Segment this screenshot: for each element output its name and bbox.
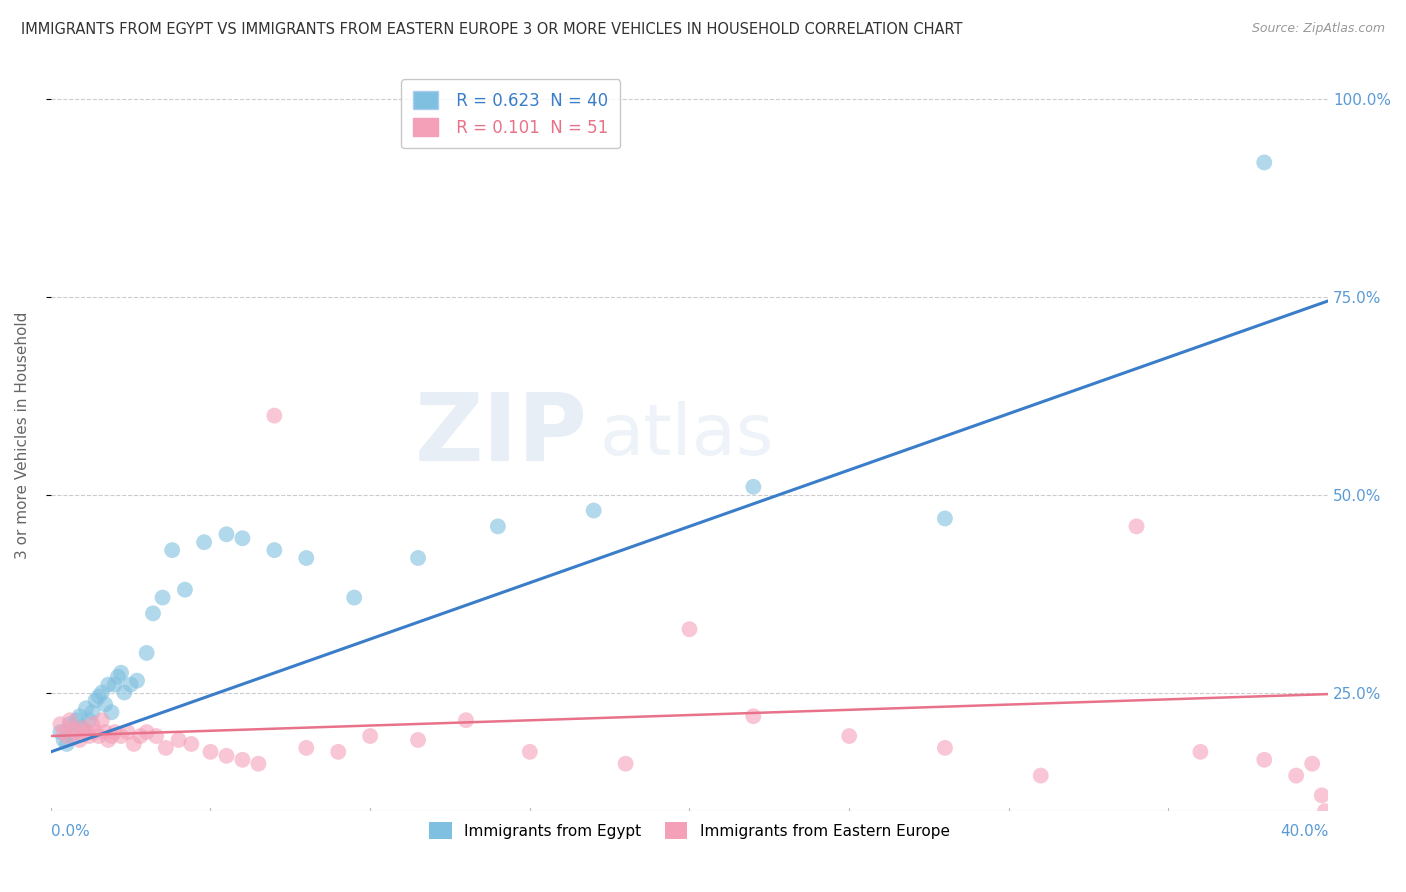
Point [77, 729, 100, 743]
Point [231, 753, 253, 767]
Point [107, 670, 129, 684]
Point [614, 756, 637, 771]
Point [328, 745, 350, 759]
Point [84, 693, 107, 707]
Point [90, 685, 112, 699]
Point [1029, 768, 1052, 782]
Point [94, 698, 117, 712]
Point [49, 717, 72, 731]
Point [174, 582, 197, 597]
Point [145, 729, 167, 743]
Point [215, 527, 238, 541]
Point [742, 709, 765, 723]
Point [142, 607, 165, 621]
Text: atlas: atlas [600, 401, 775, 470]
Point [117, 725, 139, 739]
Point [104, 725, 127, 739]
Point [104, 677, 127, 691]
Point [247, 756, 270, 771]
Point [200, 745, 222, 759]
Point [97, 733, 120, 747]
Point [155, 740, 177, 755]
Point [52, 725, 75, 739]
Point [72, 721, 94, 735]
Point [69, 709, 91, 723]
Point [406, 733, 429, 747]
Point [180, 737, 202, 751]
Point [263, 409, 285, 423]
Point [62, 729, 84, 743]
Point [838, 729, 860, 743]
Point [129, 729, 152, 743]
Point [75, 701, 97, 715]
Legend: Immigrants from Egypt, Immigrants from Eastern Europe: Immigrants from Egypt, Immigrants from E… [423, 816, 956, 845]
Point [1285, 768, 1308, 782]
Point [77, 713, 100, 727]
Point [59, 713, 82, 727]
Point [59, 717, 82, 731]
Point [152, 591, 174, 605]
Point [193, 535, 215, 549]
Point [62, 721, 84, 735]
Text: ZIP: ZIP [415, 390, 588, 482]
Point [56, 737, 79, 751]
Text: Source: ZipAtlas.com: Source: ZipAtlas.com [1251, 22, 1385, 36]
Point [519, 745, 541, 759]
Text: 40.0%: 40.0% [1279, 824, 1329, 838]
Point [295, 740, 318, 755]
Point [65, 713, 87, 727]
Y-axis label: 3 or more Vehicles in Household: 3 or more Vehicles in Household [15, 311, 30, 559]
Point [87, 729, 110, 743]
Point [1189, 745, 1212, 759]
Point [100, 729, 122, 743]
Point [75, 725, 97, 739]
Point [52, 733, 75, 747]
Point [100, 706, 122, 720]
Point [582, 503, 605, 517]
Point [69, 733, 91, 747]
Point [486, 519, 509, 533]
Point [65, 725, 87, 739]
Point [84, 725, 107, 739]
Point [343, 591, 366, 605]
Point [97, 677, 120, 691]
Point [263, 543, 285, 558]
Point [110, 665, 132, 680]
Point [90, 713, 112, 727]
Point [125, 673, 148, 688]
Point [122, 737, 145, 751]
Point [1253, 753, 1275, 767]
Text: IMMIGRANTS FROM EGYPT VS IMMIGRANTS FROM EASTERN EUROPE 3 OR MORE VEHICLES IN HO: IMMIGRANTS FROM EGYPT VS IMMIGRANTS FROM… [21, 22, 963, 37]
Point [56, 729, 79, 743]
Point [742, 480, 765, 494]
Point [1125, 519, 1147, 533]
Point [934, 740, 956, 755]
Point [167, 733, 190, 747]
Point [110, 729, 132, 743]
Point [231, 531, 253, 545]
Point [49, 725, 72, 739]
Point [82, 717, 104, 731]
Point [72, 721, 94, 735]
Point [934, 511, 956, 525]
Point [94, 725, 117, 739]
Point [215, 748, 238, 763]
Point [1313, 804, 1336, 818]
Point [82, 706, 104, 720]
Point [454, 713, 477, 727]
Point [112, 685, 135, 699]
Point [406, 551, 429, 566]
Point [1310, 789, 1333, 803]
Point [135, 725, 157, 739]
Point [678, 622, 700, 636]
Point [295, 551, 318, 566]
Point [359, 729, 381, 743]
Point [160, 543, 183, 558]
Text: 0.0%: 0.0% [51, 824, 90, 838]
Point [1301, 756, 1323, 771]
Point [87, 690, 110, 704]
Point [135, 646, 157, 660]
Point [120, 677, 142, 691]
Point [1253, 155, 1275, 169]
